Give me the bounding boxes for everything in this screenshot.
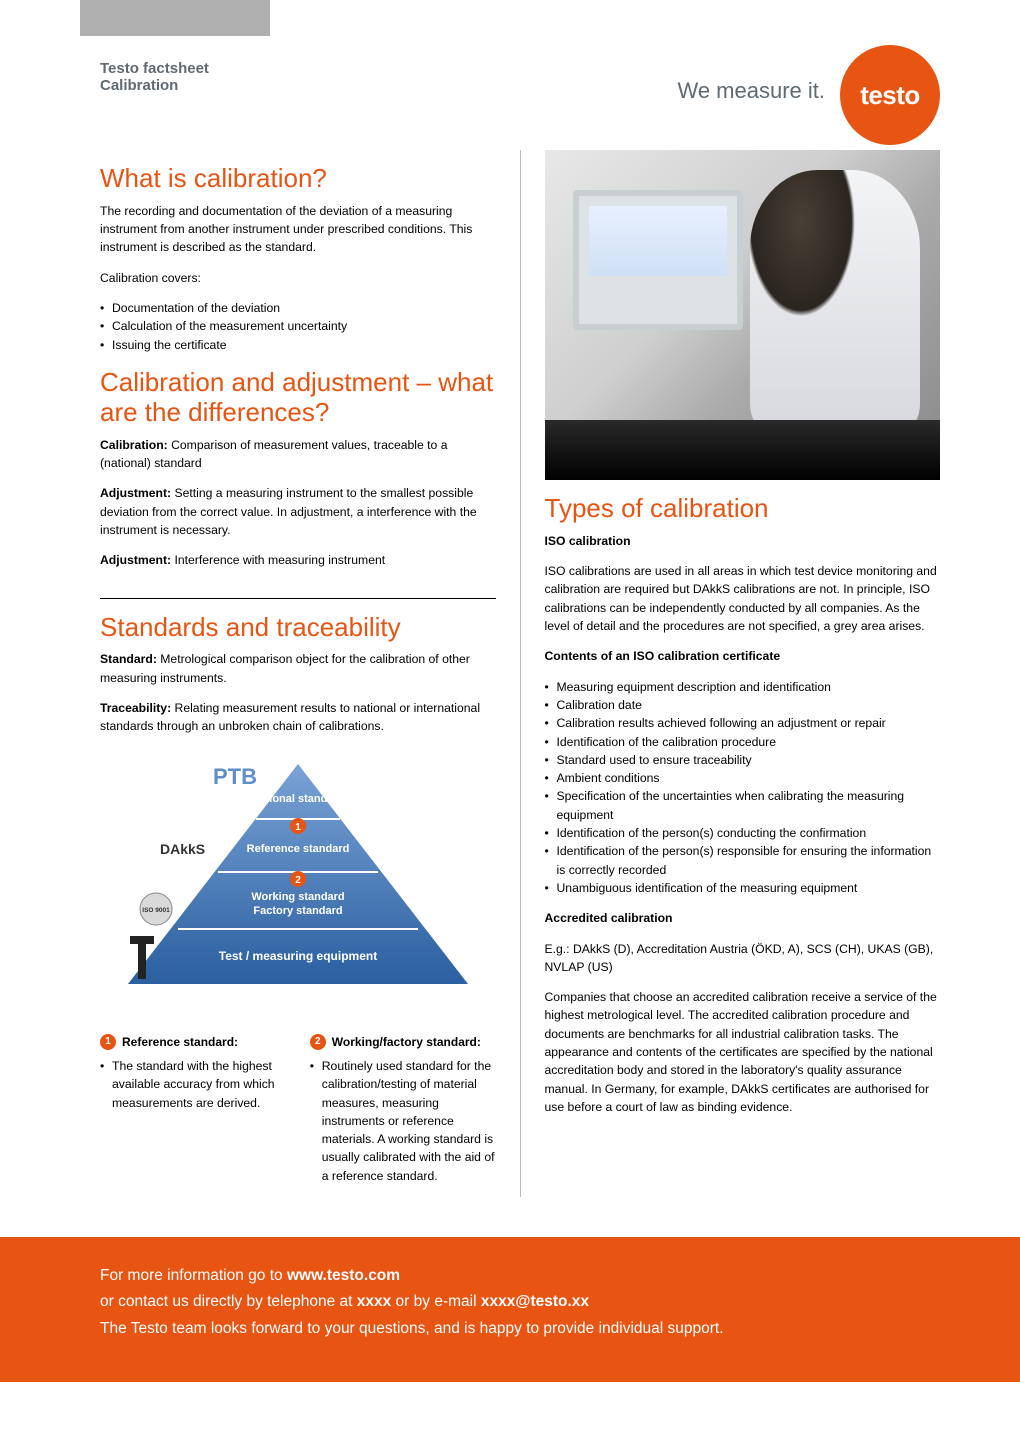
iso-cert-list: Measuring equipment description and iden…	[545, 678, 941, 898]
s2-adjustment: Adjustment: Setting a measuring instrume…	[100, 484, 496, 539]
s2-calibration: Calibration: Comparison of measurement v…	[100, 436, 496, 473]
s2-adjustment-2: Adjustment: Interference with measuring …	[100, 551, 496, 569]
header-grey-tab	[80, 0, 270, 36]
heading-what-is-calibration: What is calibration?	[100, 164, 496, 194]
footnote-heading: Reference standard:	[122, 1034, 238, 1051]
iso-calibration-text: ISO calibrations are used in all areas i…	[545, 562, 941, 635]
pyramid-marker-1: 1	[295, 822, 301, 833]
factsheet-title: Testo factsheet Calibration	[100, 60, 209, 94]
iso-cert-head: Contents of an ISO calibration certifica…	[545, 649, 781, 663]
text: Interference with measuring instrument	[171, 553, 385, 567]
heading-standards-traceability: Standards and traceability	[100, 613, 496, 643]
standards-footnotes: 1 Reference standard: The standard with …	[100, 1034, 496, 1197]
accredited-eg: E.g.: DAkkS (D), Accreditation Austria (…	[545, 940, 941, 977]
pyramid-l0: National standard	[251, 793, 344, 805]
footnote-text: The standard with the highest available …	[100, 1057, 286, 1112]
s1-covers-label: Calibration covers:	[100, 269, 496, 287]
factsheet-line2: Calibration	[100, 77, 209, 94]
footer-text: For more information go to	[100, 1267, 287, 1284]
hero-photo-placeholder	[545, 150, 941, 480]
list-item: Calibration results achieved following a…	[545, 714, 941, 732]
footer-url: www.testo.com	[287, 1267, 400, 1284]
right-column: Types of calibration ISO calibration ISO…	[520, 150, 941, 1197]
s3-standard: Standard: Metrological comparison object…	[100, 650, 496, 687]
pyramid-marker-2: 2	[295, 875, 301, 886]
traceability-pyramid: National standard Reference standard Wor…	[100, 754, 496, 1024]
content-columns: What is calibration? The recording and d…	[0, 150, 1020, 1237]
footer-text: or contact us directly by telephone at	[100, 1293, 357, 1310]
monitor-shape	[573, 190, 743, 330]
list-item: Identification of the person(s) responsi…	[545, 842, 941, 879]
bench-shape	[545, 420, 941, 480]
footer-email: xxxx@testo.xx	[481, 1293, 589, 1310]
list-item: Ambient conditions	[545, 769, 941, 787]
working-standard-note: 2 Working/factory standard: Routinely us…	[310, 1034, 496, 1197]
iso9001-label: ISO 9001	[142, 907, 170, 914]
left-column: What is calibration? The recording and d…	[100, 150, 496, 1197]
footer-line2: or contact us directly by telephone at x…	[100, 1289, 920, 1315]
pyramid-l2b: Factory standard	[253, 905, 342, 917]
factsheet-line1: Testo factsheet	[100, 60, 209, 77]
footer-line3: The Testo team looks forward to your que…	[100, 1316, 920, 1342]
heading-types-of-calibration: Types of calibration	[545, 494, 941, 524]
s1-bullet-list: Documentation of the deviation Calculati…	[100, 299, 496, 354]
pyramid-l1: Reference standard	[246, 843, 349, 855]
reference-standard-note: 1 Reference standard: The standard with …	[100, 1034, 286, 1197]
iso-calibration-head: ISO calibration	[545, 534, 631, 548]
footer-phone: xxxx	[357, 1293, 391, 1310]
accredited-text: Companies that choose an accredited cali…	[545, 988, 941, 1116]
heading-calibration-vs-adjustment: Calibration and adjustment – what are th…	[100, 368, 496, 428]
s1-body: The recording and documentation of the d…	[100, 202, 496, 354]
dakks-label: DAkkS	[160, 841, 205, 857]
tagline: We measure it.	[677, 78, 825, 104]
s3-traceability: Traceability: Relating measurement resul…	[100, 699, 496, 736]
person-shape	[750, 170, 920, 430]
list-item: Standard used to ensure traceability	[545, 751, 941, 769]
s1-p1: The recording and documentation of the d…	[100, 202, 496, 257]
footer-line1: For more information go to www.testo.com	[100, 1263, 920, 1289]
list-item: Specification of the uncertainties when …	[545, 787, 941, 824]
list-item: Issuing the certificate	[100, 336, 496, 354]
pyramid-svg: National standard Reference standard Wor…	[108, 754, 488, 1014]
footnote-number-icon: 1	[100, 1034, 116, 1050]
s2-body: Calibration: Comparison of measurement v…	[100, 436, 496, 570]
label: Adjustment:	[100, 486, 171, 500]
label: Calibration:	[100, 438, 168, 452]
footer-band: For more information go to www.testo.com…	[0, 1237, 1020, 1382]
list-item: Measuring equipment description and iden…	[545, 678, 941, 696]
page: Testo factsheet Calibration We measure i…	[0, 0, 1020, 1382]
horizontal-rule	[100, 598, 496, 599]
footnote-heading: Working/factory standard:	[332, 1034, 481, 1051]
logo-text: testo	[860, 80, 920, 111]
label: Traceability:	[100, 701, 171, 715]
pyramid-l3: Test / measuring equipment	[219, 949, 377, 963]
list-item: Calculation of the measurement uncertain…	[100, 317, 496, 335]
testo-logo: testo	[840, 45, 940, 145]
s4-body: ISO calibration ISO calibrations are use…	[545, 532, 941, 1116]
label: Standard:	[100, 652, 157, 666]
list-item: Unambiguous identification of the measur…	[545, 879, 941, 897]
header: Testo factsheet Calibration We measure i…	[0, 0, 1020, 150]
s3-body: Standard: Metrological comparison object…	[100, 650, 496, 735]
pyramid-l2a: Working standard	[251, 891, 344, 903]
label: Adjustment:	[100, 553, 171, 567]
footer-text: or by e-mail	[391, 1293, 481, 1310]
accredited-head: Accredited calibration	[545, 911, 673, 925]
list-item: Identification of the calibration proced…	[545, 733, 941, 751]
list-item: Calibration date	[545, 696, 941, 714]
footnote-text: Routinely used standard for the calibrat…	[310, 1057, 496, 1185]
footnote-number-icon: 2	[310, 1034, 326, 1050]
list-item: Identification of the person(s) conducti…	[545, 824, 941, 842]
list-item: Documentation of the deviation	[100, 299, 496, 317]
ptb-label: PTB	[213, 764, 257, 789]
